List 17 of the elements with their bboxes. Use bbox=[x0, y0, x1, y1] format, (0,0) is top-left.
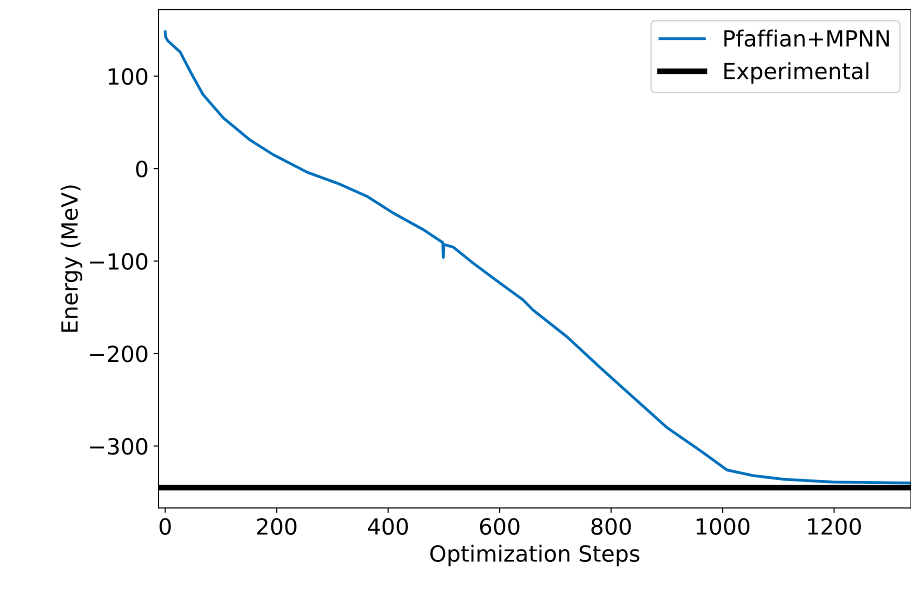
x-tick-label: 400 bbox=[368, 518, 408, 535]
legend-label: Experimental bbox=[724, 62, 868, 84]
y-tick-label: 100 bbox=[108, 68, 148, 85]
y-tick-label: −300 bbox=[90, 438, 148, 455]
x-tick-label: 1200 bbox=[808, 518, 861, 535]
x-tick-label: 600 bbox=[480, 518, 520, 535]
y-tick-label: −100 bbox=[90, 253, 148, 270]
y-tick-label: 0 bbox=[136, 160, 148, 178]
legend-label: Pfaffian+MPNN bbox=[724, 30, 889, 47]
x-tick-label: 0 bbox=[160, 518, 171, 535]
x-tick-label: 800 bbox=[591, 518, 631, 535]
line-series bbox=[164, 30, 911, 484]
x-tick-label: 1000 bbox=[696, 518, 750, 535]
y-tick-label: −200 bbox=[90, 345, 148, 362]
x-tick-label: 200 bbox=[257, 518, 296, 535]
x-axis-title: Optimization Steps bbox=[430, 544, 640, 566]
y-axis-title: Energy (MeV) bbox=[60, 186, 82, 332]
